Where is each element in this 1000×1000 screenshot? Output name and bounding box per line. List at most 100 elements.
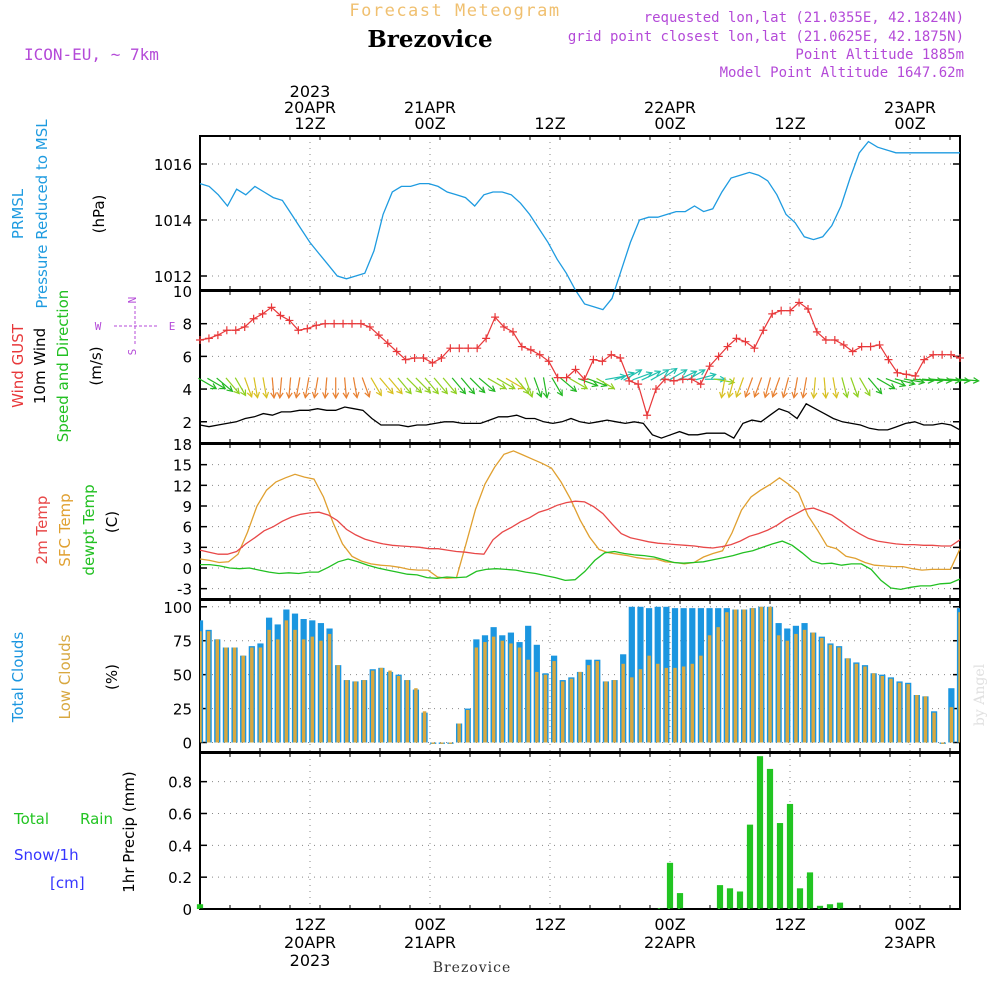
gridpoint-coords: grid point closest lon,lat (21.0625E, 42… — [568, 29, 964, 45]
low-cloud-bar — [396, 676, 401, 743]
time-label-top: 21APR — [404, 98, 456, 117]
precip-bar — [796, 888, 804, 909]
low-cloud-bar — [526, 659, 530, 743]
low-cloud-bar — [915, 695, 919, 743]
wind-dir-label: Speed and Direction — [54, 290, 72, 443]
gust-marker — [544, 357, 553, 366]
wind-arrow-head — [899, 380, 907, 388]
gust-marker — [410, 354, 419, 363]
total-clouds-title: Total Clouds — [9, 632, 27, 724]
wind-arrow-head — [387, 387, 394, 395]
gust-marker — [678, 375, 687, 384]
low-cloud-bar — [604, 681, 608, 743]
wind-arrow — [515, 377, 530, 394]
gust-marker — [571, 365, 580, 374]
low-cloud-bar — [716, 627, 720, 743]
pressure-line — [199, 140, 960, 311]
low-cloud-bar — [535, 671, 539, 743]
wind-arrow — [753, 377, 763, 398]
wind-arrow — [867, 377, 883, 394]
y-tick-label: 4 — [182, 381, 192, 399]
compass-e: E — [169, 320, 176, 333]
compass-s: S — [126, 349, 139, 356]
y-tick-label: 1012 — [154, 268, 192, 286]
panel-frame — [199, 752, 961, 910]
low-cloud-bar — [301, 639, 306, 743]
wind-arrow-head — [285, 392, 293, 400]
low-cloud-bar — [200, 631, 202, 743]
wind-arrow-head — [753, 390, 760, 399]
gust-marker — [911, 371, 920, 380]
wind-arrow — [641, 370, 661, 381]
wind-arrow — [388, 377, 403, 394]
low-cloud-bar — [483, 642, 487, 743]
gust-marker — [285, 316, 294, 325]
wind-arrow-head — [927, 377, 935, 384]
legend-cm: [cm] — [50, 874, 85, 892]
gust-marker — [687, 375, 696, 384]
temperature-panel: -3 0 3 6 9 12 15 18 — [173, 436, 961, 600]
low-cloud-bar — [336, 665, 340, 743]
dewpt-label: dewpt Temp — [80, 484, 98, 575]
wind-arrow — [442, 377, 457, 394]
low-cloud-bar — [414, 688, 418, 743]
wind-arrow — [912, 378, 934, 382]
time-label-bottom: 00Z — [654, 915, 685, 934]
wind-arrow-head — [709, 372, 717, 379]
wind-arrow — [207, 377, 226, 390]
wind-arrow — [782, 377, 790, 398]
time-label-bottom: 21APR — [404, 933, 456, 952]
gust-marker — [696, 380, 705, 389]
gust-marker — [812, 327, 821, 336]
time-label-top: 00Z — [894, 114, 925, 133]
wind-arrow — [295, 377, 301, 398]
wind-arrow-head — [556, 389, 563, 397]
y-tick-label: 10 — [173, 283, 192, 301]
wind-arrow — [764, 377, 772, 398]
sfc-label: SFC Temp — [56, 493, 74, 566]
low-cloud-bar — [871, 673, 876, 743]
time-label-bottom: 2023 — [290, 951, 331, 970]
wind-arrow — [288, 377, 292, 398]
wind-arrow-head — [908, 379, 916, 387]
gust-marker — [553, 373, 562, 382]
gust-marker — [526, 345, 535, 354]
y-tick-label: 0.4 — [168, 837, 192, 855]
gust-marker — [437, 354, 446, 363]
low-cloud-bar — [448, 742, 453, 744]
wind-arrow-head — [432, 387, 440, 395]
low-cloud-bar — [500, 640, 504, 743]
gust-marker — [884, 355, 893, 364]
wind-arrow-head — [635, 369, 643, 376]
wind-arrow — [939, 378, 961, 382]
gust-marker — [777, 306, 786, 315]
gust-marker — [580, 375, 589, 384]
wind-unit: (m/s) — [87, 346, 105, 385]
wind-arrow-head — [662, 369, 670, 376]
gust-marker — [607, 350, 616, 359]
gust-marker — [956, 354, 964, 363]
wind-arrow — [921, 378, 943, 382]
low-cloud-bar — [215, 639, 219, 743]
precip-bar — [666, 862, 674, 909]
temp-unit: (C) — [103, 511, 121, 533]
gust-marker — [598, 357, 607, 366]
low-cloud-bar — [405, 680, 409, 743]
compass-rose: N W E S — [95, 297, 176, 356]
wind-arrow — [198, 377, 217, 390]
low-cloud-bar — [327, 633, 332, 743]
wind-arrow-head — [570, 385, 578, 393]
gust-marker — [401, 355, 410, 364]
precip-bar — [196, 904, 204, 909]
wind-arrow-head — [253, 391, 261, 399]
wind-arrow — [279, 377, 283, 398]
wind-arrow-head — [488, 385, 496, 393]
requested-coords: requested lon,lat (21.0355E, 42.1824N) — [644, 10, 964, 26]
gust-marker — [339, 319, 348, 328]
wind-arrow — [433, 377, 448, 394]
precip-panel: 0 0.2 0.4 0.6 0.8 — [168, 752, 961, 919]
wind-arrow — [650, 369, 669, 381]
low-cloud-bar — [820, 638, 824, 743]
low-cloud-bar — [595, 661, 599, 743]
gust-marker — [768, 309, 777, 318]
